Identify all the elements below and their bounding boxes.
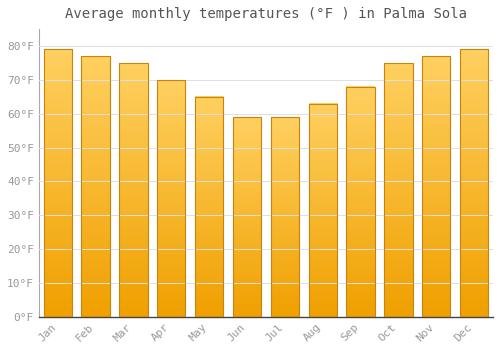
Bar xyxy=(233,117,261,317)
Bar xyxy=(460,49,488,317)
Bar xyxy=(44,49,72,317)
Bar xyxy=(270,117,299,317)
Bar xyxy=(346,86,375,317)
Bar xyxy=(157,80,186,317)
Bar xyxy=(195,97,224,317)
Bar xyxy=(308,104,337,317)
Bar xyxy=(422,56,450,317)
Bar xyxy=(82,56,110,317)
Bar xyxy=(119,63,148,317)
Title: Average monthly temperatures (°F ) in Palma Sola: Average monthly temperatures (°F ) in Pa… xyxy=(65,7,467,21)
Bar xyxy=(384,63,412,317)
